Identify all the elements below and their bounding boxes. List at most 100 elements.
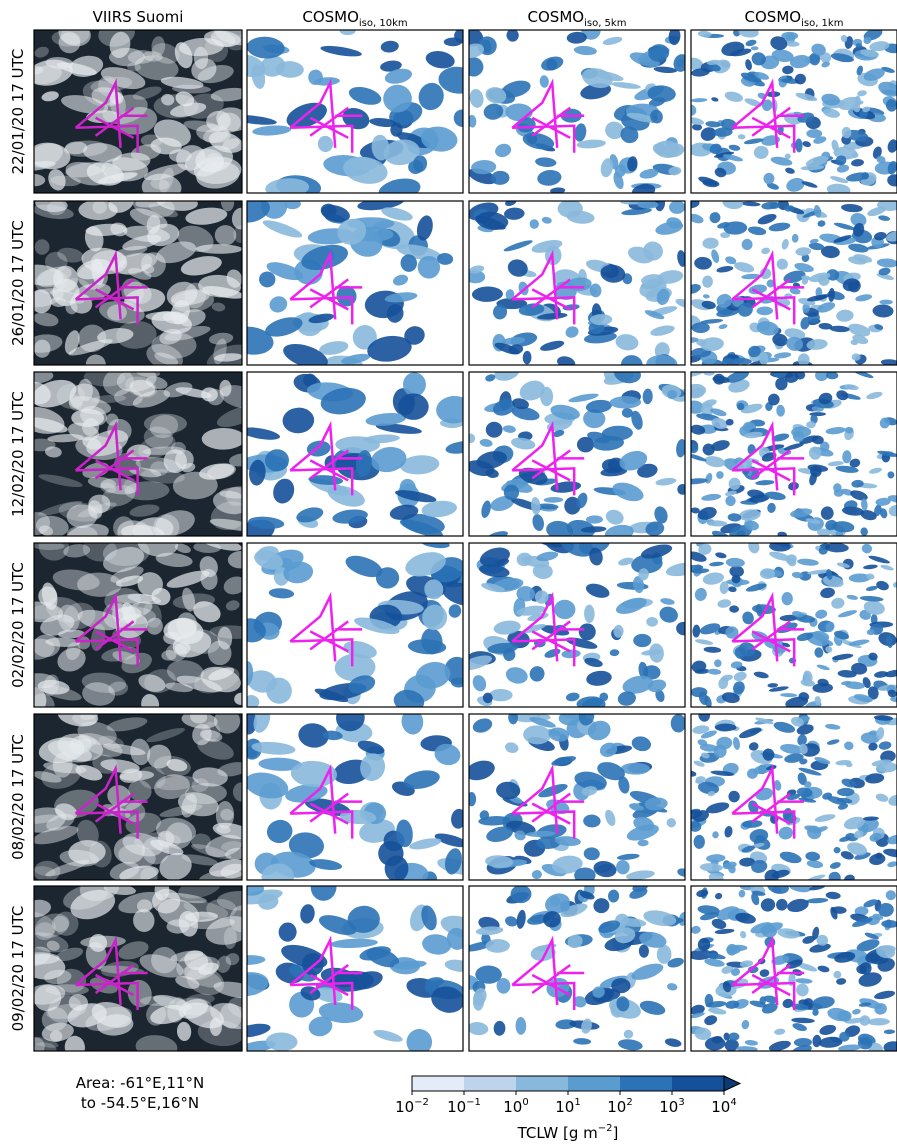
cloud xyxy=(143,51,163,62)
cloud-water xyxy=(785,696,809,707)
cloud-water xyxy=(787,898,809,913)
cloud-water xyxy=(831,521,855,533)
cloud-water xyxy=(864,932,879,940)
cloud-water xyxy=(551,756,577,766)
cloud-water xyxy=(751,892,760,906)
cloud-water xyxy=(886,635,893,649)
panel xyxy=(247,714,463,880)
cloud-water xyxy=(668,30,681,46)
cloud xyxy=(110,222,128,237)
cloud-water xyxy=(872,146,882,159)
cloud-water xyxy=(862,106,871,113)
cloud xyxy=(40,614,75,636)
cloud-water xyxy=(471,286,503,302)
cloud-water xyxy=(536,503,559,510)
cloud-water xyxy=(817,965,830,973)
cloud-water xyxy=(574,123,587,142)
cloud-water xyxy=(561,649,581,659)
cloud-water xyxy=(629,52,660,67)
cloud-water xyxy=(744,98,763,107)
cloud xyxy=(101,485,136,507)
cloud xyxy=(178,886,221,899)
cloud-water xyxy=(530,945,556,962)
cloud-water xyxy=(514,830,526,841)
cloud-water xyxy=(647,85,676,103)
cloud xyxy=(91,250,127,271)
cloud xyxy=(129,504,160,517)
cloud xyxy=(195,244,242,254)
cloud-water xyxy=(784,372,799,383)
cloud-water xyxy=(880,359,897,365)
cloud-water xyxy=(701,399,717,408)
cloud-water xyxy=(247,1023,271,1038)
cloud-water xyxy=(811,435,824,445)
cloud-water xyxy=(857,1037,873,1050)
cloud-water xyxy=(615,334,639,351)
cloud-water xyxy=(472,718,493,733)
cloud xyxy=(123,478,137,494)
flight-track xyxy=(511,935,585,1010)
cloud-water xyxy=(806,860,824,869)
cloud-water xyxy=(808,446,822,460)
cloud-water xyxy=(485,374,496,382)
cloud xyxy=(34,543,65,551)
cloud-water xyxy=(628,246,654,264)
cloud-water xyxy=(730,661,743,669)
panel xyxy=(691,714,897,880)
cloud-water xyxy=(874,324,884,330)
cloud-water xyxy=(869,853,886,866)
cloud-water xyxy=(767,502,776,513)
panel xyxy=(691,201,897,365)
cloud-water xyxy=(705,121,721,128)
cloud xyxy=(130,738,151,766)
panel-frame xyxy=(468,371,686,537)
cloud-water xyxy=(842,450,852,464)
cloud xyxy=(120,524,165,536)
cloud xyxy=(175,975,200,989)
cloud-water xyxy=(769,543,791,552)
cloud-water xyxy=(573,45,597,56)
panel-frame xyxy=(690,542,897,708)
cloud-water xyxy=(327,485,365,507)
panel-frame xyxy=(33,713,243,881)
cloud-water xyxy=(747,965,759,974)
cloud-water xyxy=(696,889,709,897)
panel-frame xyxy=(246,885,464,1052)
cloud xyxy=(65,161,108,186)
cloud-water xyxy=(851,353,861,361)
cloud-water xyxy=(868,652,878,661)
cloud xyxy=(233,225,242,244)
cloud-water xyxy=(582,68,613,88)
tick-exponent: 2 xyxy=(626,1097,632,1108)
cloud-water xyxy=(845,762,853,768)
cloud-water xyxy=(708,1007,727,1015)
cloud-water xyxy=(512,398,529,410)
cloud xyxy=(87,476,117,489)
cloud-water xyxy=(508,344,524,355)
cloud-water xyxy=(565,692,580,702)
cloud-water xyxy=(825,621,835,633)
cloud xyxy=(125,812,162,835)
cloud-water xyxy=(837,787,855,797)
cloud-water xyxy=(469,88,484,108)
cloud-water xyxy=(337,218,367,245)
cloud-water xyxy=(812,682,834,693)
cloud xyxy=(214,714,241,734)
cloud-water xyxy=(505,201,517,206)
cloud xyxy=(104,588,141,612)
cloud-water xyxy=(874,990,896,1000)
row-label: 02/02/20 17 UTC xyxy=(9,562,27,688)
cloud-water xyxy=(821,61,830,68)
flight-track xyxy=(731,249,805,325)
cloud xyxy=(36,266,72,288)
cloud-water xyxy=(493,304,508,320)
cloud xyxy=(217,626,233,650)
cloud xyxy=(228,453,242,467)
cloud-water xyxy=(394,490,437,503)
cloud-water xyxy=(704,958,725,967)
cloud-water xyxy=(855,43,863,49)
cloud-water xyxy=(709,561,724,567)
cloud-water xyxy=(373,1029,403,1042)
cloud-water xyxy=(750,46,759,51)
cloud-water xyxy=(539,75,549,88)
